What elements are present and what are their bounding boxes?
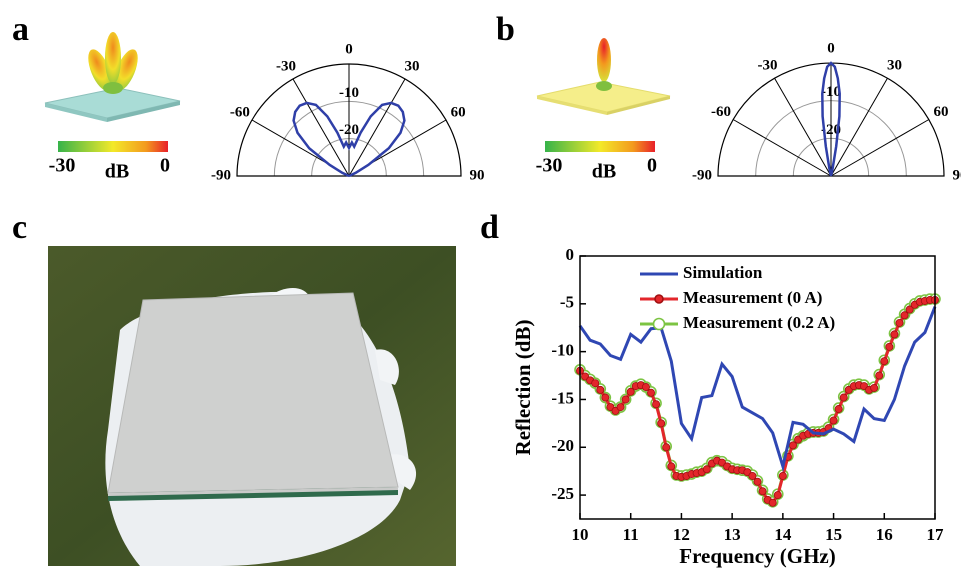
marker <box>642 383 649 390</box>
theta-tick-label: -90 <box>211 167 231 183</box>
marker <box>774 491 781 498</box>
marker <box>779 472 786 479</box>
figure: a b c d -30 dB 0 -30 dB 0 -10 -20 -90 -60 -3… <box>0 0 961 569</box>
theta-tick-label: -30 <box>758 57 778 73</box>
pattern-3d <box>45 32 180 122</box>
theta-tick-label: 60 <box>933 104 948 120</box>
spoke <box>733 120 831 177</box>
panel-label: d <box>480 209 499 246</box>
theta-tick-label: 60 <box>451 104 466 120</box>
theta-tick-label: 90 <box>953 167 961 183</box>
marker <box>617 404 624 411</box>
marker <box>652 401 659 408</box>
marker <box>830 417 837 424</box>
legend-label: Simulation <box>683 263 763 282</box>
y-tick-label: -10 <box>551 341 574 360</box>
x-tick-label: 13 <box>724 525 741 544</box>
theta-tick-label: 0 <box>827 40 835 56</box>
marker <box>602 394 609 401</box>
theta-tick-label: 30 <box>405 58 420 74</box>
marker <box>647 389 654 396</box>
marker <box>627 388 634 395</box>
legend-marker <box>655 295 663 303</box>
marker <box>759 488 766 495</box>
marker <box>749 472 756 479</box>
marker <box>876 372 883 379</box>
colorbar-label: dB <box>105 161 129 183</box>
marker <box>871 384 878 391</box>
y-tick-label: -20 <box>551 436 574 455</box>
x-tick-label: 16 <box>876 525 893 544</box>
marker <box>658 420 665 427</box>
marker <box>592 380 599 387</box>
theta-tick-label: -90 <box>692 167 712 183</box>
y-tick-label: -25 <box>551 484 574 503</box>
marker <box>896 319 903 326</box>
marker <box>663 444 670 451</box>
colorbar-label: dB <box>592 161 616 183</box>
legend-label: Measurement (0.2 A) <box>683 313 835 332</box>
x-tick-label: 12 <box>673 525 690 544</box>
colorbar-tick: 0 <box>647 155 657 177</box>
photo <box>48 246 456 566</box>
legend-marker <box>654 319 665 330</box>
marker <box>881 358 888 365</box>
theta-tick-label: -30 <box>276 58 296 74</box>
legend-label: Measurement (0 A) <box>683 288 822 307</box>
pattern-3d <box>537 38 670 115</box>
marker <box>835 405 842 412</box>
y-axis-label: Reflection (dB) <box>511 320 535 456</box>
spoke <box>831 120 929 177</box>
x-tick-label: 10 <box>572 525 589 544</box>
theta-tick-label: 0 <box>345 41 353 57</box>
colorbar-tick: -30 <box>49 155 76 177</box>
x-axis-label: Frequency (GHz) <box>679 544 836 568</box>
panel-label: b <box>496 11 515 48</box>
colorbar-tick: -30 <box>536 155 563 177</box>
y-tick-label: -15 <box>551 388 574 407</box>
theta-tick-label: -60 <box>230 104 250 120</box>
colorbar <box>545 141 655 152</box>
panel-label: a <box>12 11 29 48</box>
marker <box>886 343 893 350</box>
marker <box>769 499 776 506</box>
panel-label: c <box>12 209 27 246</box>
theta-tick-label: 90 <box>470 167 485 183</box>
marker <box>622 396 629 403</box>
marker <box>840 394 847 401</box>
x-tick-label: 11 <box>623 525 639 544</box>
marker <box>789 442 796 449</box>
marker <box>901 312 908 319</box>
y-tick-label: 0 <box>566 245 575 264</box>
marker <box>891 331 898 338</box>
marker <box>597 386 604 393</box>
marker <box>668 463 675 470</box>
x-tick-label: 14 <box>774 525 792 544</box>
colorbar-tick: 0 <box>160 155 170 177</box>
theta-tick-label: 30 <box>887 57 902 73</box>
x-tick-label: 17 <box>927 525 945 544</box>
y-tick-label: -5 <box>560 293 574 312</box>
colorbar <box>58 141 168 152</box>
x-tick-label: 15 <box>825 525 842 544</box>
marker <box>754 478 761 485</box>
marker <box>703 466 710 473</box>
theta-tick-label: -60 <box>711 104 731 120</box>
